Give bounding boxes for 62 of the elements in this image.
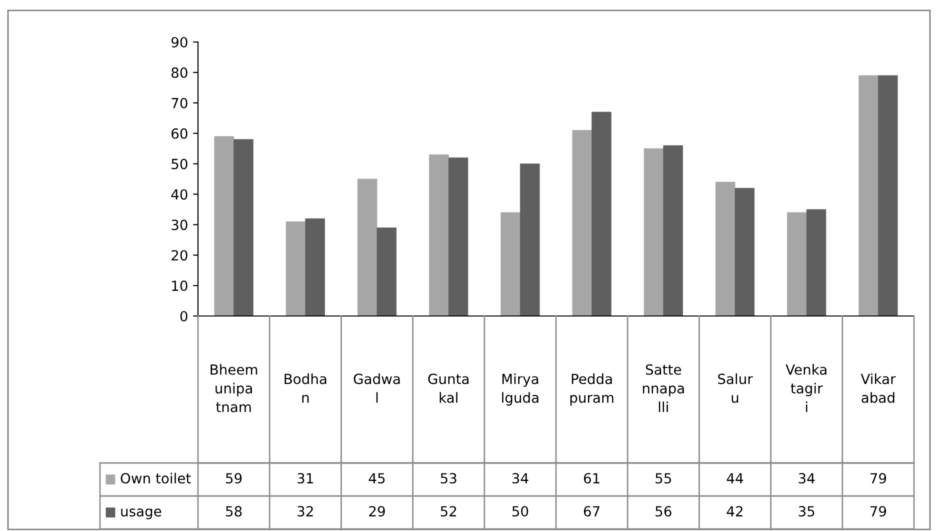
data-label: 29 [369,506,385,517]
bar [572,130,592,316]
y-tick-label: 70 [172,98,188,108]
bar [214,136,234,316]
x-tick-label: Sattennapalli [642,364,684,412]
bar [500,212,520,316]
x-tick-label: Peddapuram [570,373,614,406]
bar [878,75,898,316]
data-label: 79 [870,506,886,517]
bar [429,154,449,316]
data-label: 53 [440,473,456,484]
x-tick-label: Guntakal [428,374,469,403]
data-label: 67 [584,506,600,517]
data-label: 58 [226,506,242,517]
bar [663,145,683,316]
bar [234,139,254,316]
data-label: 45 [368,473,385,484]
bar [305,218,325,316]
x-tick-label: Gadwal [354,373,400,403]
legend-label: usage [121,508,162,520]
bar [806,209,826,316]
legend-label: Own toilet [120,472,191,484]
bar [858,75,878,316]
bar [448,157,468,316]
y-tick-label: 40 [171,189,188,200]
bar [644,148,664,316]
data-label: 55 [656,473,672,484]
bar [520,164,540,316]
x-tick-label: Bodhan [284,373,326,403]
bar [787,212,807,316]
x-tick-label: Miryalguda [502,373,538,406]
data-label: 34 [512,473,528,484]
y-tick-label: 60 [172,128,188,139]
y-tick-label: 50 [172,158,188,170]
y-tick-label: 0 [180,310,188,322]
data-label: 59 [226,473,242,484]
bar [715,182,736,316]
y-tick-label: 20 [172,250,188,261]
data-label: 56 [656,506,672,517]
x-tick-label: Vikarabad [860,373,896,403]
x-tick-label: Saluru [718,373,753,403]
data-label: 79 [870,473,886,484]
y-tick-label: 10 [172,280,188,292]
bar [357,178,378,316]
y-tick-label: 30 [172,220,188,230]
data-label: 35 [798,506,814,517]
y-tick-label: 90 [171,36,188,48]
data-label: 50 [512,506,528,517]
bar [592,112,612,316]
bar [734,188,755,316]
data-label: 44 [726,473,744,484]
data-label: 31 [298,473,313,484]
data-label: 34 [798,473,815,484]
bar [376,228,397,316]
bar [286,221,306,316]
data-label: 52 [440,506,456,517]
y-tick-label: 80 [172,67,188,78]
data-label: 32 [298,506,313,517]
data-label: 42 [726,506,742,516]
x-tick-label: Bheemunipatnam [210,364,258,412]
x-tick-label: Venkatagiri [786,364,826,412]
data-label: 61 [584,473,600,484]
